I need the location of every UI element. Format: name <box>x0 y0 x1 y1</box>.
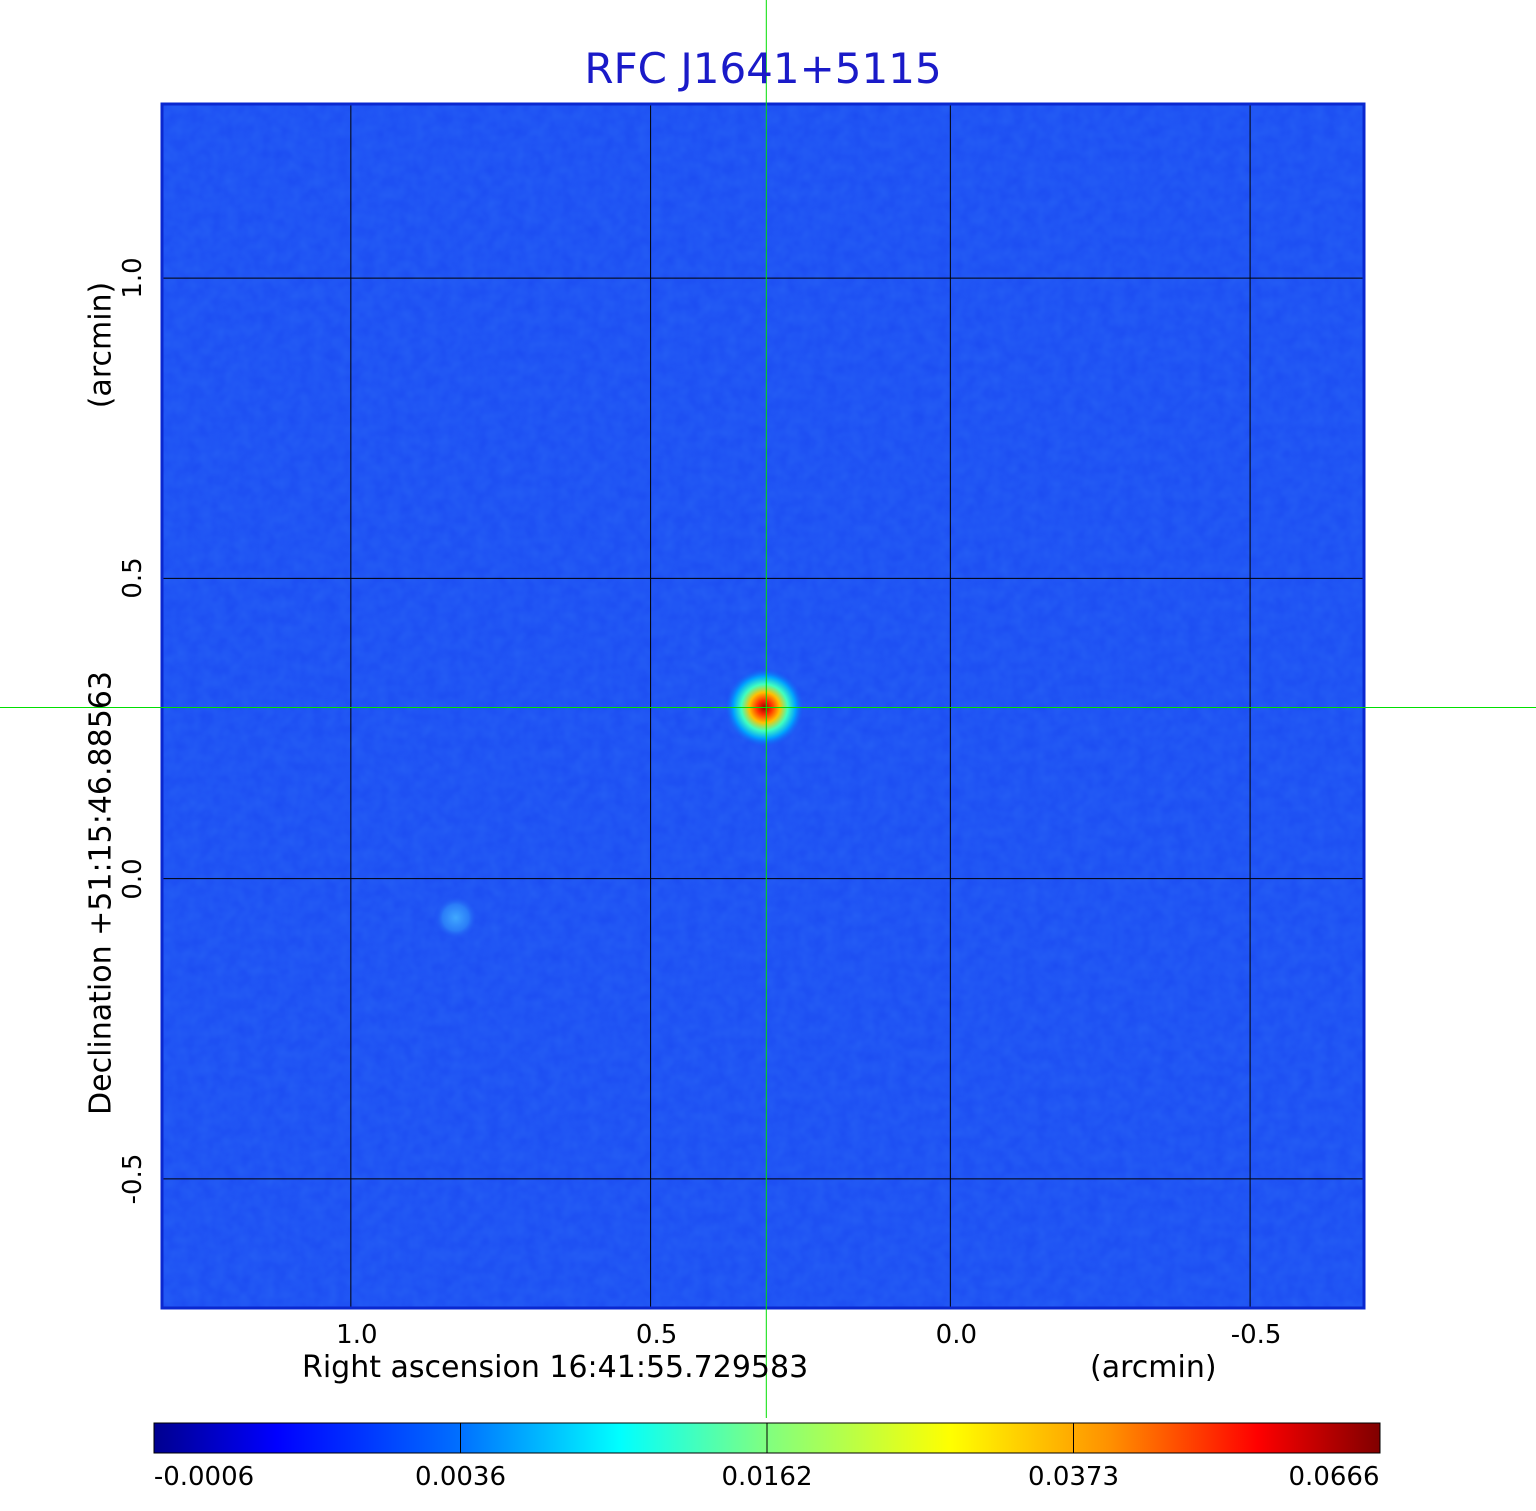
plot-frame <box>160 102 1366 1310</box>
x-axis-unit: (arcmin) <box>1090 1350 1217 1385</box>
x-tick-label: -0.5 <box>1230 1320 1282 1350</box>
colorbar-tick-label: -0.0006 <box>153 1462 255 1492</box>
y-axis-unit: (arcmin) <box>83 281 119 409</box>
colorbar-tick-label: 0.0373 <box>1028 1462 1119 1492</box>
x-tick-label: 1.0 <box>336 1320 378 1350</box>
x-axis-label: Right ascension 16:41:55.729583 <box>302 1350 809 1385</box>
y-axis-label: Declination +51:15:46.88563 <box>83 671 119 1115</box>
colorbar-tick-label: 0.0036 <box>415 1462 506 1492</box>
y-tick-label: -0.5 <box>118 1153 148 1205</box>
x-tick-label: 0.0 <box>935 1320 978 1350</box>
x-tick-label: 0.5 <box>635 1320 678 1350</box>
y-tick-label: 1.0 <box>118 257 148 299</box>
source-weak <box>433 895 478 940</box>
y-tick-label: 0.5 <box>118 557 148 600</box>
colorbar-tick-label: 0.0162 <box>721 1462 813 1492</box>
colorbar-tick-label: 0.0666 <box>1288 1462 1380 1492</box>
y-tick-label: 0.0 <box>118 857 148 900</box>
chart-title: RFC J1641+5115 <box>584 44 942 93</box>
